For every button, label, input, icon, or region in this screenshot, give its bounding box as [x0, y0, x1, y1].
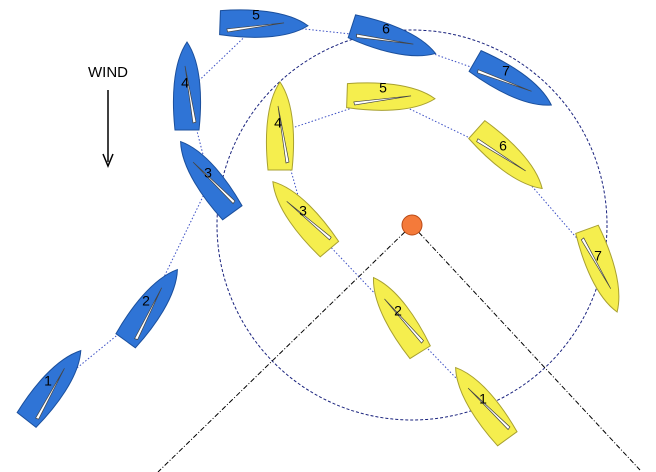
boat-number: 5	[252, 7, 260, 23]
hull	[468, 119, 543, 190]
mark-buoy	[401, 214, 423, 236]
boat	[347, 14, 437, 57]
hull	[265, 81, 295, 171]
hull	[347, 14, 437, 57]
wind-arrow-head	[102, 153, 114, 168]
boat-number: 7	[594, 248, 602, 264]
sail	[580, 237, 612, 289]
sail	[134, 287, 162, 340]
sail	[353, 95, 412, 106]
sail	[356, 33, 414, 45]
boat-number: 4	[274, 115, 282, 131]
layline-right	[411, 224, 641, 471]
boat	[115, 268, 178, 349]
boat-number: 6	[499, 138, 507, 154]
boat	[180, 140, 243, 221]
sail	[277, 105, 290, 164]
boat-number: 1	[44, 373, 52, 389]
boat	[172, 41, 202, 131]
sail	[226, 22, 285, 33]
sail	[477, 69, 532, 92]
sail	[384, 298, 424, 344]
boat	[455, 366, 518, 447]
layline-left	[157, 224, 413, 472]
hull	[172, 41, 202, 131]
sail	[476, 138, 526, 172]
wind-label: WIND	[88, 64, 128, 81]
boat-number: 2	[394, 303, 402, 319]
sail	[184, 65, 197, 124]
boat	[373, 276, 431, 360]
boat	[346, 82, 436, 111]
boat-number: 6	[382, 21, 390, 37]
sail	[35, 368, 65, 420]
boat-number: 2	[142, 293, 150, 309]
hull	[219, 9, 309, 38]
boat	[16, 349, 82, 429]
zone-circle	[216, 29, 608, 421]
boat	[575, 224, 620, 313]
boat-number: 3	[204, 165, 212, 181]
hull	[272, 181, 340, 258]
hull	[346, 82, 436, 111]
boat	[272, 181, 340, 258]
boat-number: 1	[479, 391, 487, 407]
sail	[467, 387, 511, 431]
sail	[192, 161, 236, 205]
boat-number: 3	[299, 203, 307, 219]
hull	[115, 268, 178, 349]
sail	[286, 201, 332, 241]
hull	[16, 349, 82, 429]
boat	[468, 49, 553, 106]
boat	[468, 119, 543, 190]
boat	[265, 81, 295, 171]
boat	[219, 9, 309, 38]
boat-number: 5	[379, 80, 387, 96]
boat-number: 7	[502, 63, 510, 79]
boat-number: 4	[181, 75, 189, 91]
hull	[468, 49, 553, 106]
